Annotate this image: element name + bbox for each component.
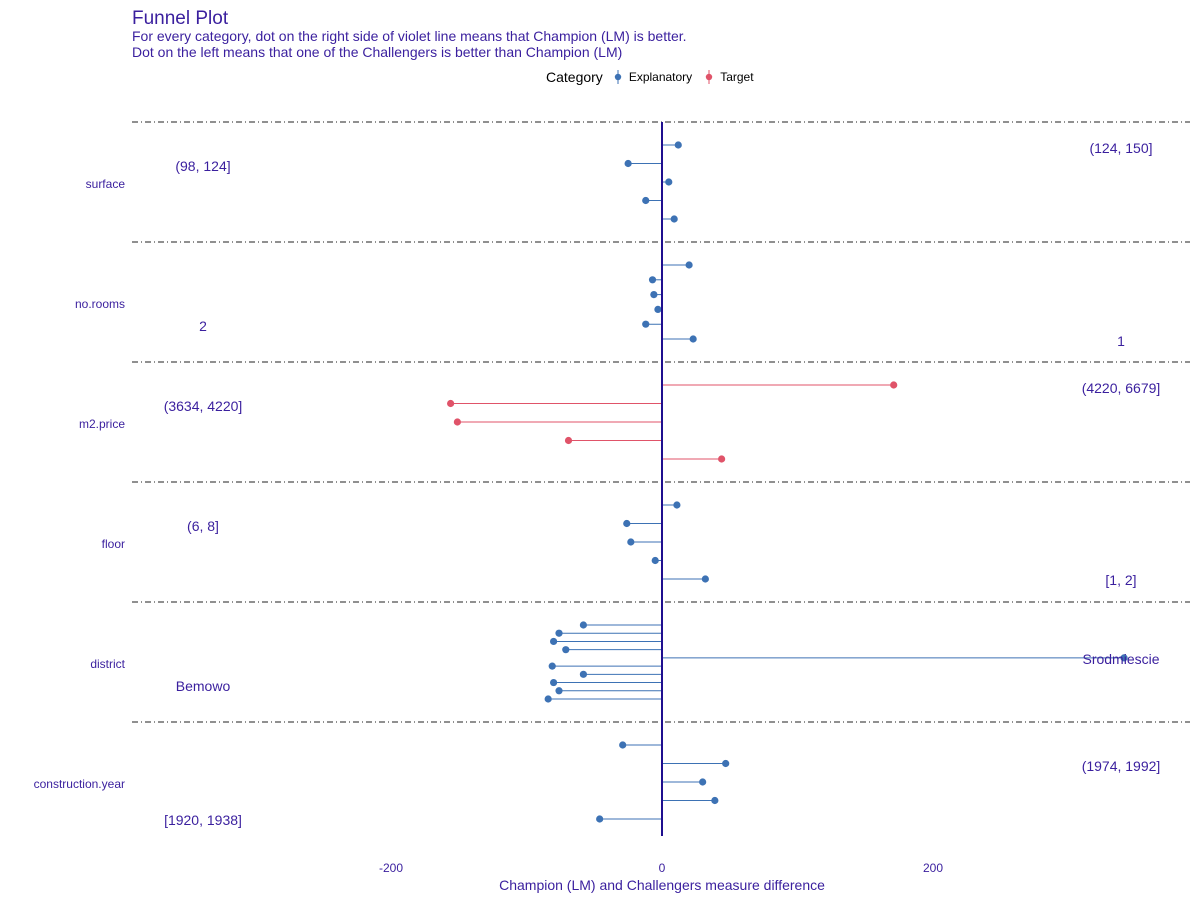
ytick-label-surface: surface [86,177,126,191]
point-surface [670,215,678,223]
legend-label-explanatory: Explanatory [628,70,693,84]
point-surface [642,196,650,205]
right-level-label-floor: [1, 2] [1105,572,1136,588]
point-district [555,687,563,695]
point-m2.price [718,455,726,463]
legend-item-target: Target [704,69,754,85]
point-no.rooms [685,261,693,269]
right-level-label-m2.price: (4220, 6679] [1082,380,1161,396]
legend-title: Category [546,69,603,85]
point-no.rooms [689,335,697,343]
point-construction.year [711,796,719,805]
point-district [550,678,558,687]
chart-title: Funnel Plot [132,8,229,29]
legend-label-target: Target [720,70,754,84]
point-m2.price [453,418,461,426]
legend-swatch-explanatory [614,70,622,84]
point-surface [674,141,682,149]
ytick-label-no.rooms: no.rooms [75,297,125,311]
point-construction.year [722,759,730,768]
point-m2.price [890,381,898,389]
point-no.rooms [650,291,658,299]
chart-subtitle-line-1: For every category, dot on the right sid… [132,28,687,44]
left-level-label-floor: (6, 8] [187,518,219,534]
ytick-label-floor: floor [102,537,125,551]
point-district [579,621,588,629]
point-district [548,662,556,670]
point-floor [673,501,681,509]
point-floor [623,519,631,528]
point-district [562,646,570,654]
point-district [579,670,588,678]
left-level-label-construction.year: [1920, 1938] [164,812,242,828]
right-level-label-surface: (124, 150] [1089,140,1152,156]
legend-swatch-target [705,70,713,84]
right-level-label-district: Srodmiescie [1082,651,1159,667]
left-level-label-surface: (98, 124] [175,158,230,174]
right-level-label-construction.year: (1974, 1992] [1082,758,1161,774]
ytick-label-construction.year: construction.year [34,777,125,791]
chart-subtitle-line-2: Dot on the left means that one of the Ch… [132,44,623,60]
point-construction.year [619,741,627,749]
ytick-label-district: district [90,657,125,671]
point-floor [651,556,659,565]
point-no.rooms [642,320,650,328]
point-district [550,637,558,646]
point-surface [624,159,632,168]
point-m2.price [564,436,573,445]
point-construction.year [596,815,604,823]
x-axis-label: Champion (LM) and Challengers measure di… [499,877,825,893]
point-district [544,695,552,703]
left-level-label-district: Bemowo [176,678,231,694]
left-level-label-no.rooms: 2 [199,318,207,334]
point-no.rooms [648,276,657,284]
xtick-label: 200 [923,861,943,875]
point-floor [627,538,635,546]
point-no.rooms [654,305,662,313]
legend: Category Explanatory Target [546,69,766,85]
xtick-label: -200 [379,861,403,875]
ytick-label-m2.price: m2.price [79,417,125,431]
xtick-label: 0 [659,861,666,875]
point-floor [701,575,709,583]
point-construction.year [699,778,707,786]
left-level-label-m2.price: (3634, 4220] [164,398,243,414]
point-district [1120,654,1128,662]
point-surface [665,178,673,186]
right-level-label-no.rooms: 1 [1117,333,1125,349]
point-district [555,629,563,637]
legend-item-explanatory: Explanatory [613,69,692,85]
point-m2.price [447,399,455,408]
